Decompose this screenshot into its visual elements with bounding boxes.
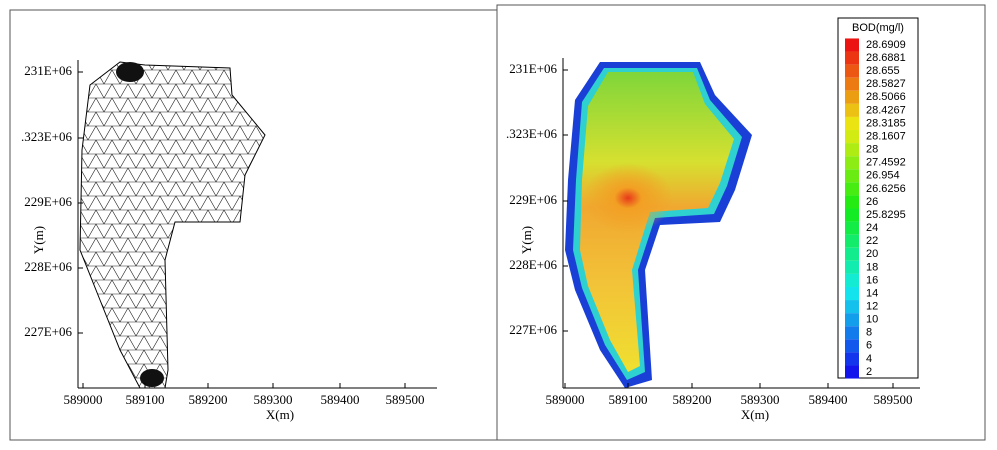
legend-swatch: [845, 326, 859, 340]
legend-swatch: [845, 247, 859, 261]
legend-label: 4: [866, 353, 872, 365]
y-tick-label: 228E+06: [509, 257, 557, 272]
y-axis-label: Y(m): [31, 226, 46, 254]
legend-swatch: [845, 143, 859, 157]
x-tick-label: 589100: [126, 392, 165, 407]
legend-label: 24: [866, 222, 878, 234]
x-tick-label: 589400: [809, 392, 848, 407]
y-tick-label: .323E+06: [21, 129, 73, 144]
x-tick-label: 589400: [321, 392, 360, 407]
legend-label: 27.4592: [866, 157, 906, 169]
x-axis-label: X(m): [741, 407, 769, 422]
legend-label: 26.6256: [866, 183, 906, 195]
legend-swatch: [845, 116, 859, 131]
legend-label: 14: [866, 287, 878, 299]
y-axis-label: Y(m): [519, 226, 534, 254]
legend-swatch: [845, 51, 859, 65]
legend-swatch: [845, 313, 859, 327]
legend-label: 6: [866, 340, 872, 352]
legend-label: 28.6881: [866, 52, 906, 64]
y-tick-label: 227E+06: [509, 322, 557, 337]
x-tick-label: 589200: [673, 392, 712, 407]
legend-label: 28.655: [866, 65, 900, 77]
legend-label: 16: [866, 274, 878, 286]
legend-label: 26.954: [866, 170, 900, 182]
legend-title: BOD(mg/l): [852, 22, 904, 34]
legend-swatch: [845, 208, 859, 222]
mesh-dense: [116, 62, 144, 82]
x-tick-label: 589500: [874, 392, 913, 407]
legend-label: 12: [866, 301, 878, 313]
legend-label: 28.4267: [866, 104, 906, 116]
legend-swatch: [845, 300, 859, 314]
x-tick-label: 589500: [386, 392, 425, 407]
legend-swatch: [845, 64, 859, 78]
legend-swatch: [845, 38, 859, 52]
legend-label: 28: [866, 144, 878, 156]
legend-label: 28.5827: [866, 78, 906, 90]
legend-swatch: [845, 352, 859, 366]
legend-label: 25.8295: [866, 209, 906, 221]
right-frame: [496, 4, 986, 441]
legend-label: 10: [866, 314, 878, 326]
mesh-dense: [140, 369, 164, 387]
legend-label: 28.3185: [866, 117, 906, 129]
legend-swatch: [845, 195, 859, 209]
legend-label: 22: [866, 235, 878, 247]
x-axis-label: X(m): [266, 407, 294, 422]
contour-peak: [583, 163, 673, 233]
y-tick-label: 227E+06: [24, 324, 72, 339]
y-tick-label: 228E+06: [24, 259, 72, 274]
contour-body: [580, 72, 734, 372]
contour-plot: [565, 62, 752, 388]
legend-swatch: [845, 286, 859, 301]
legend-swatch: [845, 339, 859, 353]
legend: BOD(mg/l) 28.690928.688128.65528.582728.5…: [845, 22, 906, 379]
x-tick-label: 589200: [189, 392, 228, 407]
legend-swatch: [845, 273, 859, 287]
legend-label: 26: [866, 196, 878, 208]
legend-label: 28.1607: [866, 130, 906, 142]
legend-label: 2: [866, 366, 872, 378]
y-tick-label: .323E+06: [506, 126, 558, 141]
legend-swatch: [845, 234, 859, 248]
x-tick-label: 589300: [254, 392, 293, 407]
legend-swatch: [845, 156, 859, 170]
x-tick-label: 589000: [546, 392, 585, 407]
legend-label: 28.6909: [866, 39, 906, 51]
x-tick-label: 589300: [741, 392, 780, 407]
legend-swatch: [845, 103, 859, 117]
x-tick-label: 589000: [64, 392, 103, 407]
y-tick-label: 231E+06: [24, 63, 72, 78]
y-tick-label: 229E+06: [509, 192, 557, 207]
legend-swatch: [845, 90, 859, 104]
legend-label: 28.5066: [866, 91, 906, 103]
legend-swatch: [845, 182, 859, 196]
x-tick-label: 589100: [609, 392, 648, 407]
y-tick-label: 231E+06: [509, 61, 557, 76]
legend-swatch: [845, 77, 859, 91]
mesh-plot: [79, 61, 266, 389]
legend-label: 20: [866, 248, 878, 260]
legend-swatch: [845, 221, 859, 235]
legend-label: 18: [866, 261, 878, 273]
legend-swatch: [845, 169, 859, 183]
mesh-domain: [79, 61, 266, 389]
legend-swatch: [845, 260, 859, 274]
legend-label: 8: [866, 327, 872, 339]
legend-swatch: [845, 365, 859, 379]
legend-swatch: [845, 130, 859, 144]
y-tick-label: 229E+06: [24, 194, 72, 209]
